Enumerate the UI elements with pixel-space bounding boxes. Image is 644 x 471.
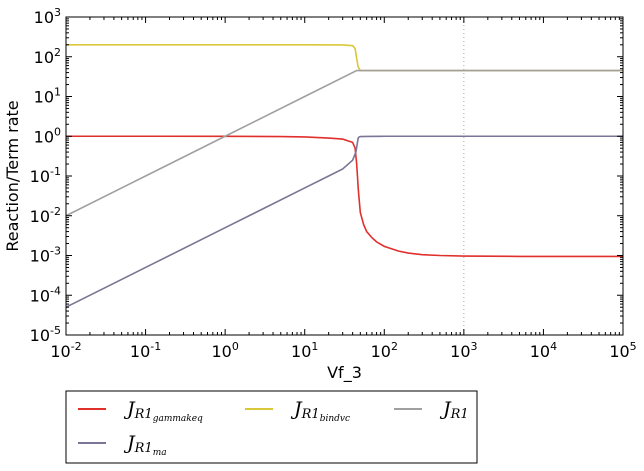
y-tick-label: 103: [34, 6, 61, 27]
x-tick-label: 102: [371, 340, 398, 361]
y-tick-label: 10-1: [30, 165, 61, 186]
x-tick-label: 105: [609, 340, 636, 361]
x-tick-label: 104: [530, 340, 557, 361]
x-tick-label: 10-2: [50, 340, 81, 361]
y-tick-label: 102: [34, 46, 61, 67]
y-tick-label: 10-2: [30, 205, 61, 226]
y-tick-label: 10-3: [30, 245, 61, 266]
series-line-J_R1_ma: [65, 135, 623, 308]
y-tick-label: 101: [34, 86, 61, 107]
series-layer: [65, 43, 623, 308]
y-tick-label: 100: [34, 125, 61, 146]
series-line-J_R1: [65, 69, 623, 217]
x-tick-label: 10-1: [130, 340, 161, 361]
y-tick-label: 10-4: [30, 284, 61, 305]
x-tick-label: 101: [291, 340, 318, 361]
x-axis-label: Vf_3: [327, 363, 362, 383]
x-tick-label: 100: [211, 340, 238, 361]
legend-label-J_R1: JR1: [439, 398, 469, 422]
plot-background: [66, 17, 623, 335]
x-tick-label: 103: [450, 340, 477, 361]
y-axis-label: Reaction/Term rate: [3, 100, 22, 251]
series-line-J_R1_gammakeq: [66, 135, 623, 258]
legend-frame: [65, 390, 478, 464]
